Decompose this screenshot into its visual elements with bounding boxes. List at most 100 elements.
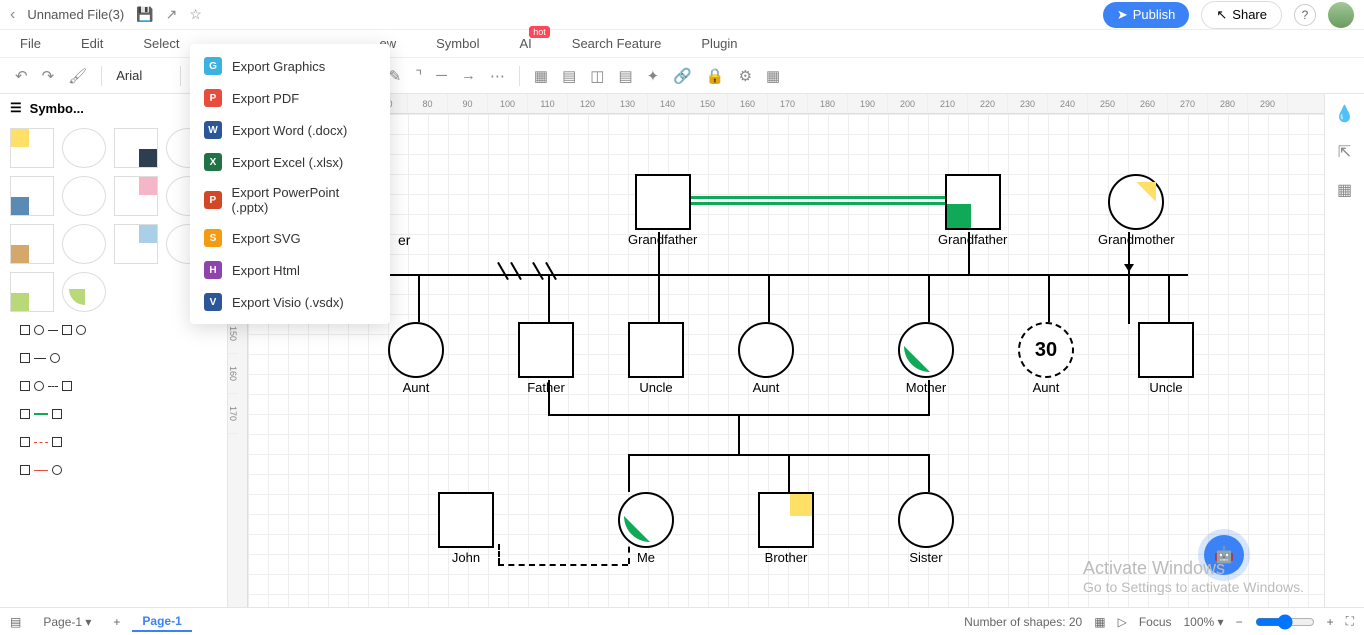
pencil-icon[interactable]: ✎ xyxy=(389,67,402,85)
shape-square-yellow[interactable] xyxy=(10,128,54,168)
star-icon[interactable]: ☆ xyxy=(189,6,202,23)
publish-button[interactable]: ➤Publish xyxy=(1103,2,1190,28)
line-style-icon[interactable]: ─ xyxy=(436,67,447,84)
shape-connector-row-4[interactable] xyxy=(10,404,217,424)
shape-square-blue[interactable] xyxy=(10,176,54,216)
canvas[interactable]: er Grandfather Grandfather Grandmother A… xyxy=(248,114,1324,607)
export-item[interactable]: WExport Word (.docx) xyxy=(190,114,390,146)
menu-search[interactable]: Search Feature xyxy=(572,36,662,51)
node-label: Mother xyxy=(898,380,954,395)
menu-file[interactable]: File xyxy=(20,36,41,51)
help-icon[interactable]: ? xyxy=(1294,4,1316,26)
export-item[interactable]: PExport PDF xyxy=(190,82,390,114)
lock-icon[interactable]: 🔒 xyxy=(706,67,725,85)
arrow-icon[interactable]: → xyxy=(461,67,476,84)
export-item[interactable]: HExport Html xyxy=(190,254,390,286)
node-brother[interactable]: Brother xyxy=(758,492,814,565)
shape-square-lblue[interactable] xyxy=(114,224,158,264)
node-uncle-2[interactable]: Uncle xyxy=(1138,322,1194,395)
node-label: Brother xyxy=(758,550,814,565)
grid-icon[interactable]: ▦ xyxy=(766,67,780,85)
node-father[interactable]: Father xyxy=(518,322,574,395)
settings-icon[interactable]: ⚙ xyxy=(739,67,752,85)
node-grandfather-1[interactable]: Grandfather xyxy=(628,174,697,247)
avatar[interactable] xyxy=(1328,2,1354,28)
export-item[interactable]: VExport Visio (.vsdx) xyxy=(190,286,390,318)
shape-connector-row-2[interactable] xyxy=(10,348,217,368)
menu-symbol[interactable]: Symbol xyxy=(436,36,479,51)
shape-circle-5[interactable] xyxy=(62,224,106,264)
filename[interactable]: Unnamed File(3) xyxy=(27,7,124,22)
pages-icon[interactable]: ▤ xyxy=(10,615,21,629)
connector-icon[interactable]: ⌝ xyxy=(415,67,422,85)
shape-connector-row-6[interactable] xyxy=(10,460,217,480)
shape-square-tan[interactable] xyxy=(10,224,54,264)
open-external-icon[interactable]: ↗ xyxy=(166,6,178,23)
export-item[interactable]: SExport SVG xyxy=(190,222,390,254)
apps-icon[interactable]: ▦ xyxy=(1337,180,1352,200)
menu-edit[interactable]: Edit xyxy=(81,36,103,51)
page-selector[interactable]: Page-1 ▾ xyxy=(33,613,101,631)
node-grandmother[interactable]: Grandmother xyxy=(1098,174,1175,247)
shape-square-green[interactable] xyxy=(10,272,54,312)
node-sister[interactable]: Sister xyxy=(898,492,954,565)
node-aunt-2[interactable]: Aunt xyxy=(738,322,794,395)
node-label: Grandmother xyxy=(1098,232,1175,247)
menu-plugin[interactable]: Plugin xyxy=(701,36,737,51)
export-rail-icon[interactable]: ⇱ xyxy=(1338,142,1351,162)
shape-circle-3[interactable] xyxy=(62,176,106,216)
node-uncle-1[interactable]: Uncle xyxy=(628,322,684,395)
edge-v-aunt1 xyxy=(418,274,420,322)
save-icon[interactable]: 💾 xyxy=(136,6,153,23)
edge-marriage-1b xyxy=(686,202,966,205)
zoom-out-icon[interactable]: − xyxy=(1236,615,1243,629)
group-icon[interactable]: ▦ xyxy=(534,67,548,85)
node-mother[interactable]: Mother xyxy=(898,322,954,395)
zoom-slider[interactable] xyxy=(1255,614,1315,630)
menu-ai[interactable]: AIhot xyxy=(519,36,531,51)
shape-connector-row-3[interactable] xyxy=(10,376,217,396)
paint-bucket-icon[interactable]: 💧 xyxy=(1335,104,1355,124)
menu-select[interactable]: Select xyxy=(143,36,179,51)
page-tab-1[interactable]: Page-1 xyxy=(132,612,191,632)
brush-icon[interactable]: 🖌 xyxy=(68,67,87,85)
zoom-level[interactable]: 100% ▾ xyxy=(1184,615,1224,629)
font-selector[interactable]: Arial xyxy=(116,68,166,83)
effects-icon[interactable]: ✦ xyxy=(647,67,660,85)
redo-icon[interactable]: ↷ xyxy=(42,67,55,85)
focus-label[interactable]: Focus xyxy=(1139,615,1172,629)
titlebar: ‹ Unnamed File(3) 💾 ↗ ☆ ➤Publish ↖Share … xyxy=(0,0,1364,30)
shape-square-navy[interactable] xyxy=(114,128,158,168)
ai-assistant-button[interactable]: 🤖 xyxy=(1204,535,1244,575)
shape-circle-green[interactable] xyxy=(62,272,106,312)
add-page-icon[interactable]: + xyxy=(113,615,120,629)
layer-icon[interactable]: ▤ xyxy=(562,67,576,85)
back-icon[interactable]: ‹ xyxy=(10,6,15,24)
export-item[interactable]: XExport Excel (.xlsx) xyxy=(190,146,390,178)
node-aunt-1[interactable]: Aunt xyxy=(388,322,444,395)
layers-icon[interactable]: ▦ xyxy=(1094,615,1105,629)
shape-circle-1[interactable] xyxy=(62,128,106,168)
export-item[interactable]: PExport PowerPoint (.pptx) xyxy=(190,178,390,222)
zoom-in-icon[interactable]: + xyxy=(1327,615,1334,629)
line-end-icon[interactable]: ⋯ xyxy=(490,67,505,85)
link-icon[interactable]: 🔗 xyxy=(673,67,692,85)
undo-icon[interactable]: ↶ xyxy=(15,67,28,85)
node-me[interactable]: Me xyxy=(618,492,674,565)
export-item[interactable]: GExport Graphics xyxy=(190,50,390,82)
node-grandfather-2[interactable]: Grandfather xyxy=(938,174,1007,247)
sidebar-title: Symbo... xyxy=(30,101,84,116)
node-john[interactable]: John xyxy=(438,492,494,565)
shape-connector-row-1[interactable] xyxy=(10,320,217,340)
distribute-icon[interactable]: ▤ xyxy=(618,67,632,85)
fullscreen-icon[interactable]: ⛶ xyxy=(1346,614,1354,629)
play-icon[interactable]: ▷ xyxy=(1118,615,1127,629)
shape-square-pink[interactable] xyxy=(114,176,158,216)
share-button[interactable]: ↖Share xyxy=(1201,1,1282,29)
node-label: Aunt xyxy=(388,380,444,395)
align2-icon[interactable]: ◫ xyxy=(590,67,604,85)
hot-badge: hot xyxy=(529,26,550,38)
shape-connector-row-5[interactable] xyxy=(10,432,217,452)
node-aunt-3[interactable]: 30Aunt xyxy=(1018,322,1074,395)
node-label: Aunt xyxy=(738,380,794,395)
